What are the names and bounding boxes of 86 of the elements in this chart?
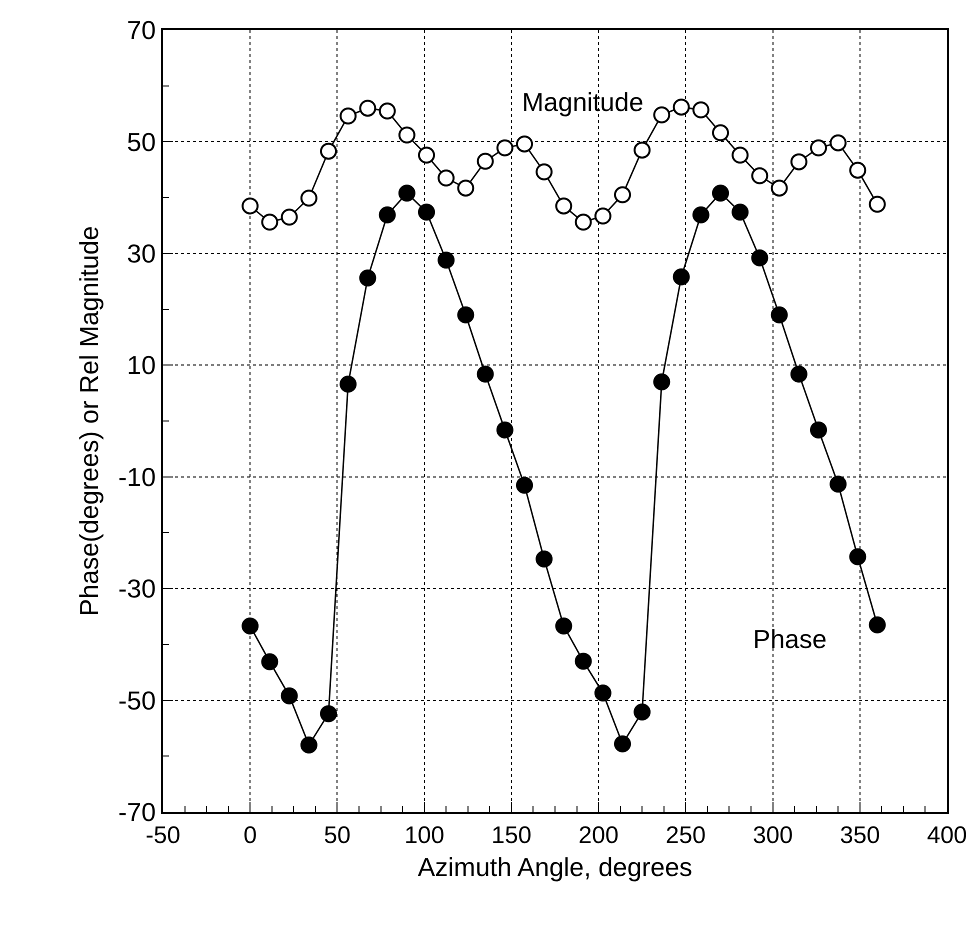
x-tick-label: 200: [578, 822, 619, 849]
point: [634, 142, 651, 159]
point: [300, 736, 318, 754]
series-label: Phase: [753, 624, 827, 654]
point: [751, 167, 768, 184]
point: [692, 101, 710, 118]
point: [359, 100, 376, 117]
y-tick-label: 30: [126, 238, 156, 269]
point: [653, 106, 670, 124]
series-label: Magnitude: [522, 87, 644, 117]
point: [516, 135, 534, 152]
point: [320, 705, 338, 722]
point: [378, 206, 396, 224]
point: [594, 684, 612, 702]
point: [261, 653, 278, 670]
point: [536, 163, 553, 180]
y-tick-label: -30: [118, 574, 156, 604]
point: [574, 652, 592, 670]
point: [280, 208, 298, 226]
point: [438, 170, 455, 187]
point: [496, 421, 514, 438]
point: [536, 550, 553, 568]
point: [830, 476, 847, 493]
point: [280, 687, 298, 704]
point: [398, 126, 416, 144]
point: [359, 270, 376, 287]
point: [849, 162, 866, 179]
point: [418, 146, 436, 164]
y-tick-label: 10: [126, 350, 156, 380]
point: [732, 146, 749, 164]
x-axis-title: Azimuth Angle, degrees: [418, 852, 692, 882]
point: [555, 618, 572, 634]
point: [830, 134, 847, 152]
point: [634, 704, 651, 721]
point: [476, 366, 494, 383]
point: [516, 476, 534, 494]
x-tick-label: 400: [926, 822, 968, 849]
y-tick-label: -10: [118, 462, 156, 492]
point: [555, 197, 572, 214]
point: [457, 180, 474, 197]
point: [810, 139, 828, 156]
x-tick-label: 100: [404, 822, 444, 849]
point: [868, 616, 886, 634]
point: [732, 204, 749, 221]
point: [594, 208, 612, 224]
point: [574, 214, 592, 231]
point: [242, 618, 259, 634]
point: [692, 206, 710, 224]
x-tick-label: 0: [243, 822, 257, 849]
point: [496, 139, 514, 156]
point: [770, 306, 788, 324]
y-tick-label: 50: [126, 126, 156, 157]
point: [672, 98, 690, 116]
x-tick-label: 50: [324, 822, 351, 849]
y-tick-label: 70: [126, 15, 156, 46]
point: [320, 142, 338, 160]
point: [340, 376, 357, 393]
point: [614, 735, 632, 752]
y-axis-title: Phase(degrees) or Rel Magnitude: [74, 226, 104, 616]
point: [790, 153, 808, 170]
point: [614, 186, 632, 204]
point: [810, 421, 828, 438]
y-tick-label: -50: [118, 685, 156, 716]
x-tick-label: 300: [752, 822, 793, 849]
point: [398, 184, 416, 202]
point: [770, 180, 788, 197]
x-tick-label: 350: [840, 822, 880, 849]
point: [712, 124, 730, 142]
point: [751, 249, 768, 266]
x-tick-label: 250: [666, 822, 706, 849]
point: [790, 366, 808, 383]
point: [849, 548, 866, 566]
point: [712, 184, 730, 202]
point: [340, 108, 357, 125]
point: [242, 197, 259, 214]
point: [457, 306, 474, 324]
point: [418, 204, 436, 221]
point: [653, 373, 670, 390]
point: [868, 196, 886, 213]
point: [438, 252, 455, 269]
point: [261, 214, 278, 231]
point: [476, 152, 494, 170]
point: [378, 102, 396, 120]
x-tick-label: 150: [491, 822, 532, 849]
point: [300, 190, 318, 207]
point: [672, 268, 690, 286]
